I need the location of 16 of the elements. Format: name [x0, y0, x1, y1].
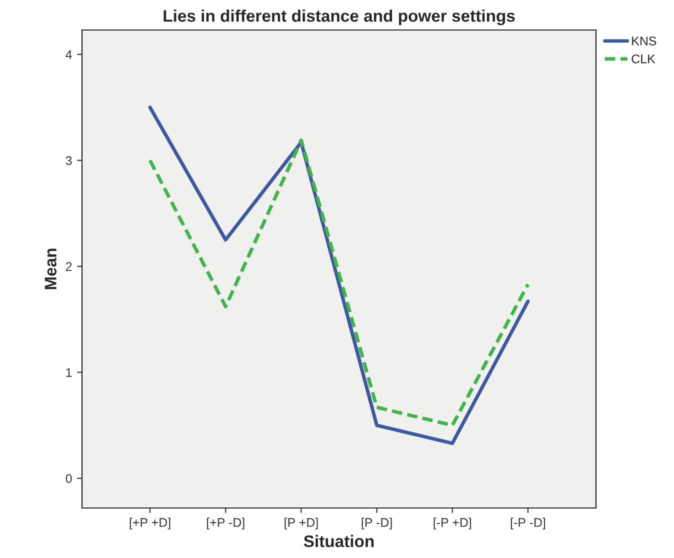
- y-tick-label: 1: [66, 368, 72, 377]
- y-tick-label: 4: [66, 50, 72, 59]
- x-axis-title: Situation: [304, 534, 374, 548]
- x-tick-label: [P -D]: [362, 518, 392, 530]
- x-tick-label: [-P +D]: [434, 518, 472, 530]
- x-tick-label: [+P -D]: [206, 518, 244, 530]
- y-tick-label: 0: [66, 474, 72, 483]
- y-axis-title: Mean: [44, 248, 56, 290]
- x-tick-label: [+P +D]: [130, 518, 170, 530]
- legend-label: CLK: [632, 54, 656, 64]
- y-tick-label: 3: [66, 156, 72, 166]
- y-tick-label: 2: [66, 262, 72, 271]
- x-tick-label: [-P -D]: [510, 518, 546, 530]
- x-tick-label: [P +D]: [284, 518, 318, 530]
- legend-label: KNS: [632, 36, 656, 46]
- chart-title: Lies in different distance and power settings: [164, 10, 515, 26]
